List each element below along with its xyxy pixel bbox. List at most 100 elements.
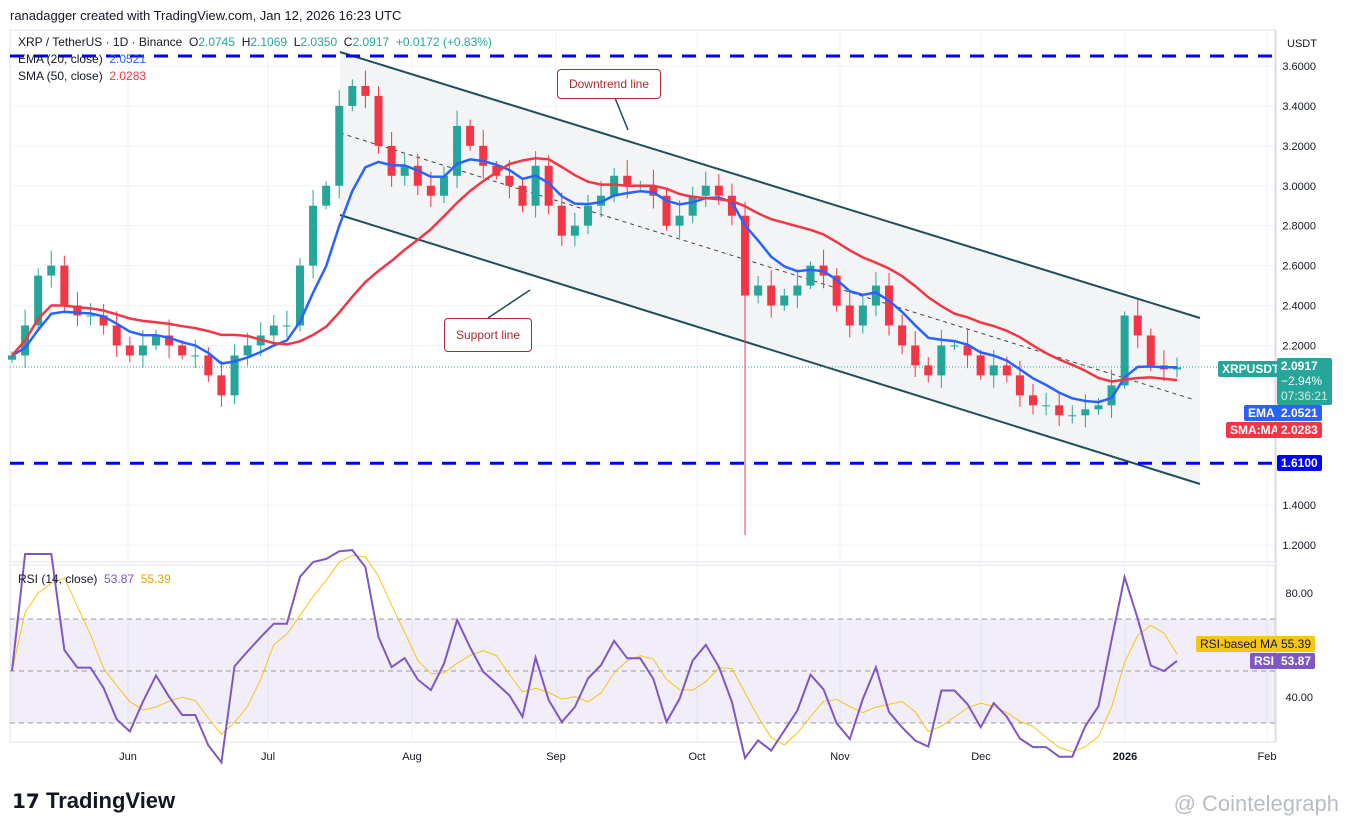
candle-body — [1015, 375, 1024, 396]
sma-line — [11, 156, 1178, 383]
candle-body — [714, 185, 723, 196]
rsi-tag-value: 53.87 — [1277, 653, 1316, 669]
l-label: L — [293, 35, 301, 49]
downtrend-line — [339, 51, 1201, 319]
price-tick: 3.0000 — [1282, 181, 1316, 193]
support-annotation[interactable]: Support line — [444, 318, 532, 352]
currency-label[interactable]: USDT — [1287, 38, 1317, 50]
candle-body — [348, 85, 357, 106]
downtrend-annotation[interactable]: Downtrend line — [557, 69, 661, 99]
brand-text: TradingView — [45, 788, 176, 813]
candle-body — [1173, 367, 1181, 370]
candle-body — [557, 205, 566, 236]
ema-label: EMA (20, close) — [18, 52, 103, 66]
rsi-ma-tag-label: RSI-based MA — [1196, 636, 1283, 652]
candle-body — [924, 365, 933, 376]
candle-body — [701, 185, 710, 196]
candle-body — [217, 375, 226, 396]
candle-body — [649, 185, 658, 196]
time-label: Sep — [546, 751, 566, 763]
candle-body — [138, 345, 147, 356]
candle-body — [453, 125, 462, 176]
candle-body — [400, 165, 409, 176]
candle-body — [885, 285, 894, 326]
candle-body — [309, 205, 318, 266]
support-line — [339, 214, 1201, 485]
candle-body — [361, 85, 370, 96]
candle-body — [871, 285, 880, 306]
rsi-legend[interactable]: RSI (14, close) 53.87 55.39 — [18, 572, 171, 586]
price-tag-value: 2.0917 — [1281, 359, 1318, 373]
rsi-line — [11, 549, 1178, 765]
change-value: +0.0172 (+0.83%) — [395, 35, 492, 49]
candle-body — [675, 215, 684, 226]
candle-body — [73, 305, 82, 316]
rsi-tag-label: RSI — [1250, 653, 1279, 669]
candle-body — [60, 265, 69, 306]
price-tick: 2.2000 — [1282, 340, 1316, 352]
candle-body — [1120, 315, 1129, 386]
ema-legend[interactable]: EMA (20, close) 2.0521 — [18, 52, 146, 66]
symbol-name[interactable]: XRP / TetherUS · 1D · Binance — [18, 35, 183, 49]
candle-body — [688, 195, 697, 216]
candle-body — [178, 345, 187, 356]
sma-tag-label: SMA:MA — [1226, 422, 1284, 438]
candle-body — [793, 285, 802, 296]
candle-body — [125, 345, 134, 356]
candle-body — [151, 335, 160, 346]
symbol-legend: XRP / TetherUS · 1D · Binance O2.0745 H2… — [18, 35, 492, 49]
candle-body — [505, 175, 514, 186]
candle-body — [623, 175, 632, 186]
candle-body — [426, 185, 435, 196]
price-tick: 2.4000 — [1282, 301, 1316, 313]
time-label: Jul — [261, 751, 275, 763]
candle-body — [911, 345, 920, 366]
high-value: 2.1069 — [250, 35, 288, 49]
price-tag-pct: −2.94% — [1281, 374, 1323, 388]
candle-body — [845, 305, 854, 326]
price-tag-countdown: 07:36:21 — [1281, 389, 1328, 403]
candle-body — [570, 225, 579, 236]
symbol-tag: XRPUSDT — [1218, 361, 1284, 377]
candle-body — [1002, 365, 1011, 376]
candle-body — [243, 345, 252, 356]
candle-body — [1042, 405, 1051, 407]
candle-body — [754, 285, 763, 296]
price-tag: 2.0917 −2.94% 07:36:21 — [1277, 358, 1332, 405]
price-tick: 2.6000 — [1282, 261, 1316, 273]
price-tick: 1.2000 — [1282, 540, 1316, 552]
rsi-pane — [9, 564, 1276, 743]
candle-body — [950, 345, 959, 347]
candle-body — [295, 265, 304, 326]
sma-value: 2.0283 — [109, 69, 147, 83]
candle-body — [374, 95, 383, 146]
candle-body — [466, 125, 475, 146]
candle-body — [34, 275, 43, 326]
candle-body — [479, 145, 488, 166]
time-label: Dec — [971, 751, 991, 763]
o-label: O — [188, 35, 199, 49]
low-value: 2.0350 — [300, 35, 338, 49]
candle-body — [322, 185, 331, 206]
candle-body — [767, 285, 776, 306]
time-label: Feb — [1258, 751, 1277, 763]
candle-body — [112, 325, 121, 346]
candle-body — [544, 165, 553, 206]
candle-body — [937, 345, 946, 376]
time-label: Jun — [119, 751, 137, 763]
candle-body — [662, 195, 671, 226]
sma-legend[interactable]: SMA (50, close) 2.0283 — [18, 69, 146, 83]
candle-body — [858, 305, 867, 326]
candle-body — [269, 325, 278, 336]
candle-body — [8, 355, 16, 360]
candle-body — [806, 265, 815, 286]
candle-body — [439, 175, 448, 196]
c-label: C — [343, 35, 353, 49]
support-arrow — [487, 289, 531, 319]
candle-body — [387, 145, 396, 176]
price-tick: 2.8000 — [1282, 221, 1316, 233]
tradingview-logo[interactable]: 𝟭𝟳 TradingView — [12, 788, 176, 813]
time-label: 2026 — [1113, 751, 1137, 763]
